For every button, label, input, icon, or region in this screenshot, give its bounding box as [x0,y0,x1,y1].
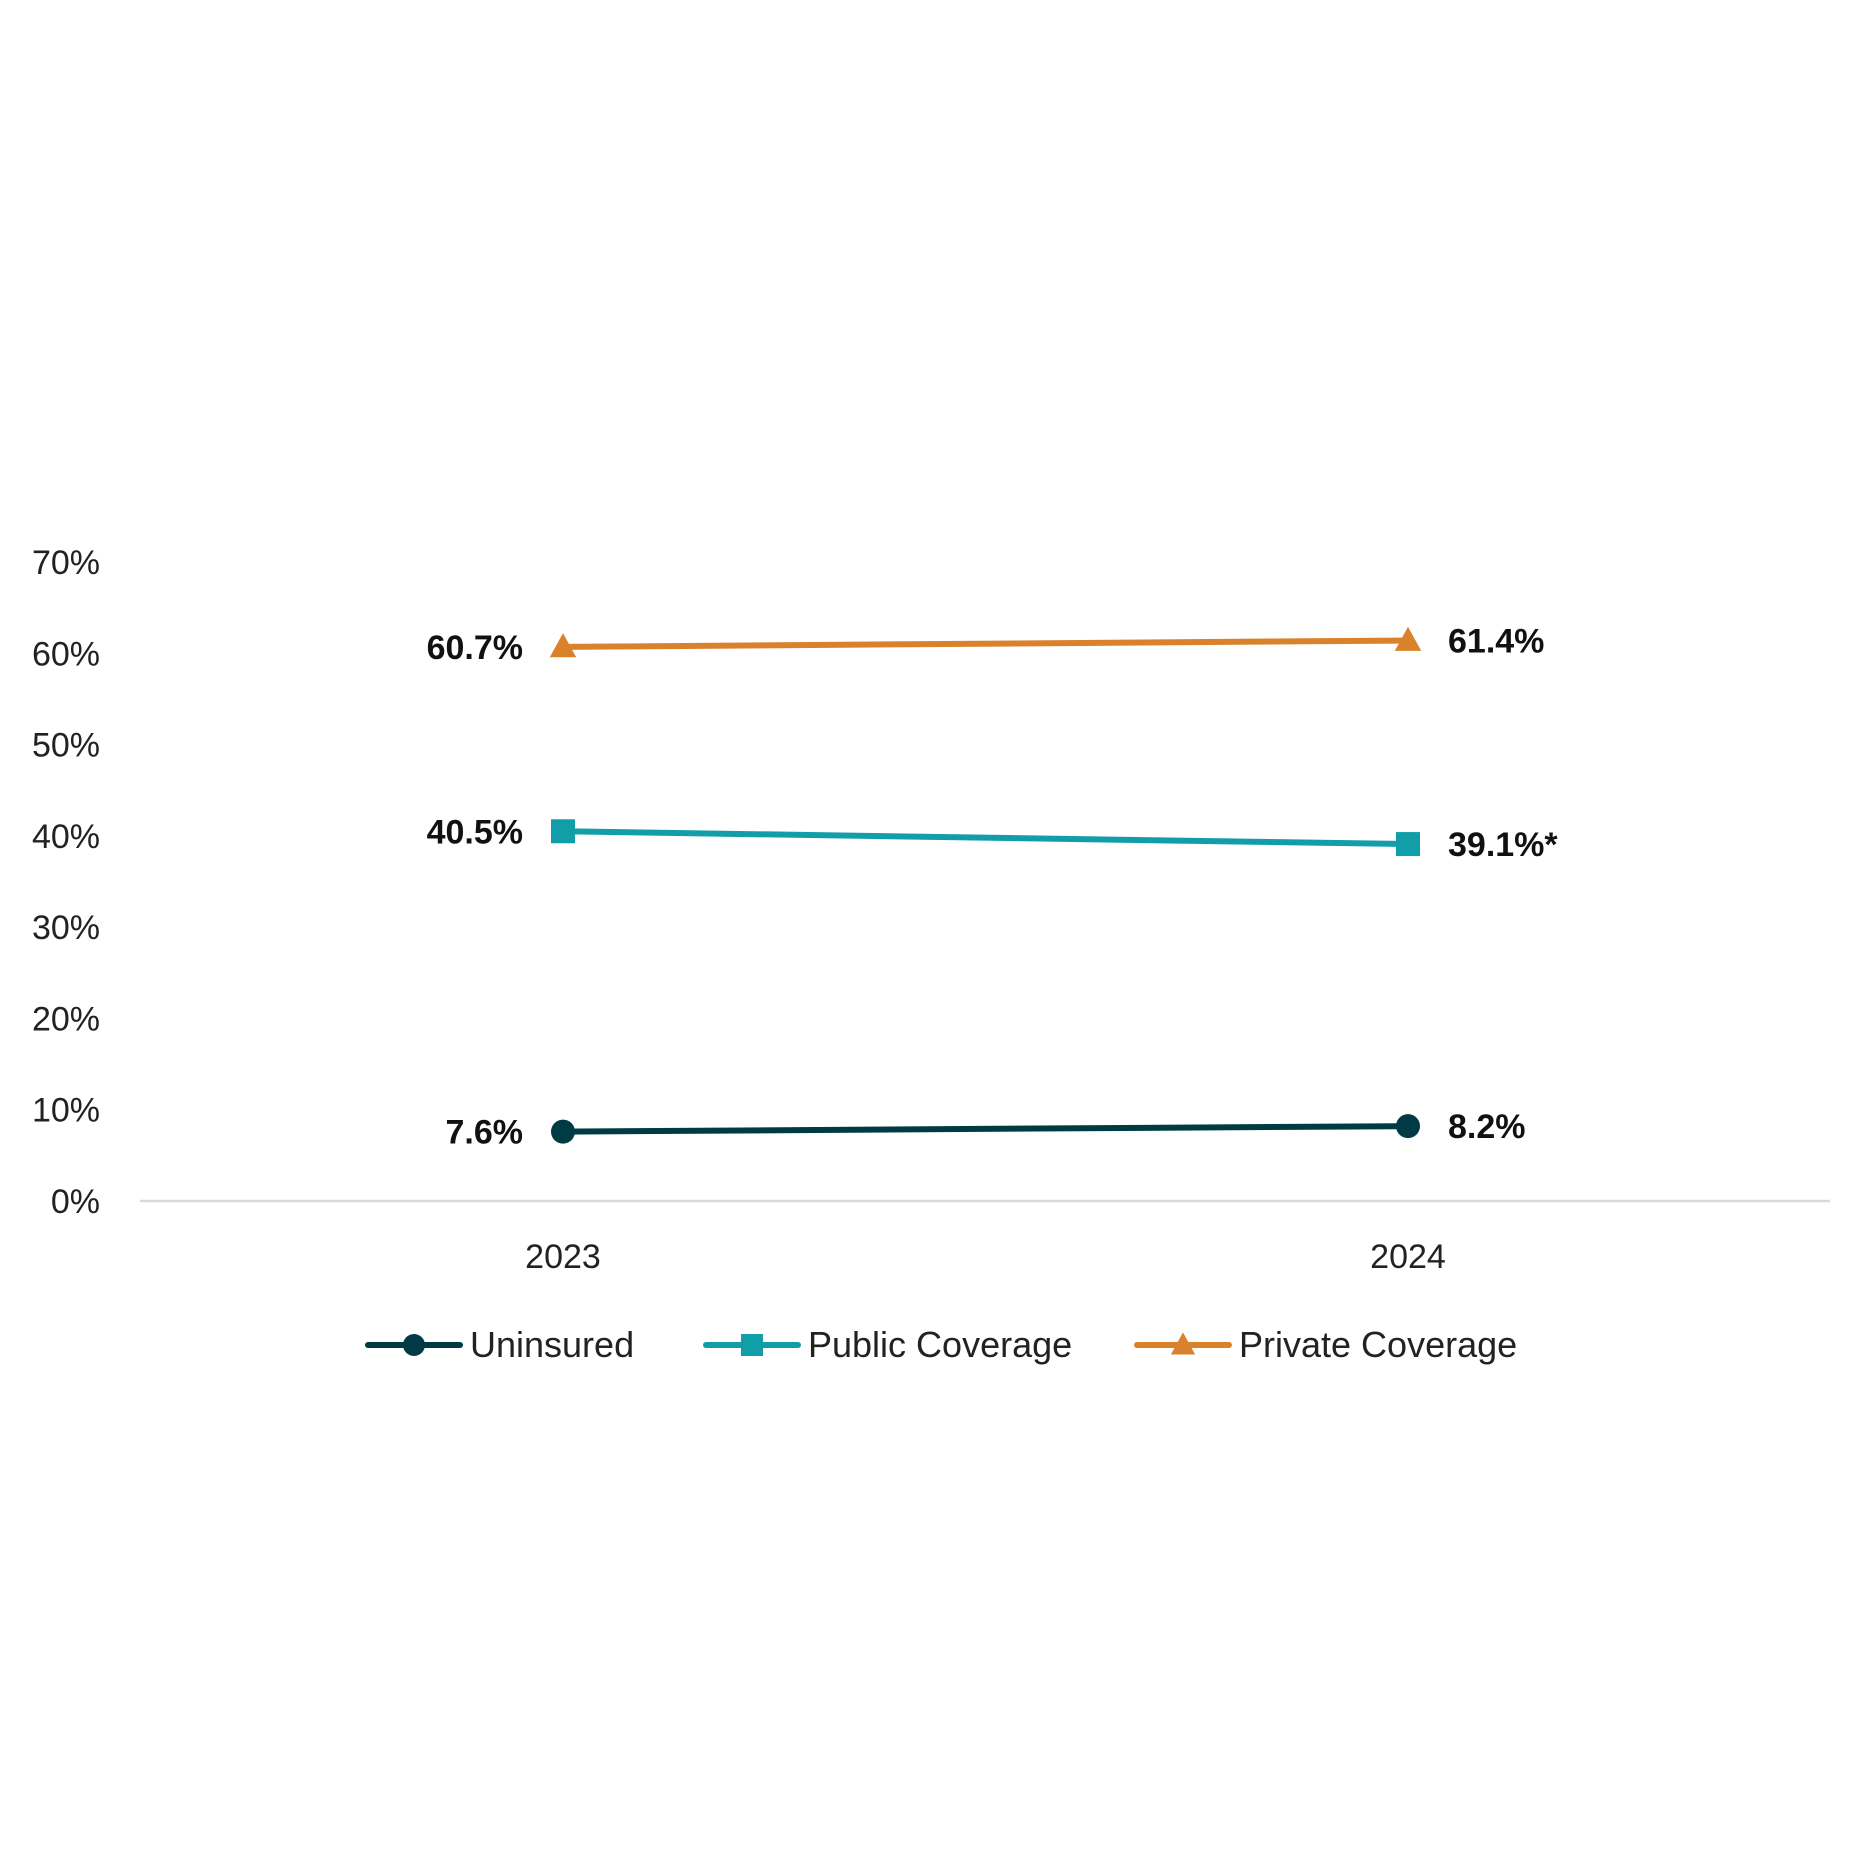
y-tick-label: 50% [32,727,100,765]
data-label-private-coverage: 60.7% [427,629,523,667]
legend-item-uninsured: Uninsured [365,1324,634,1365]
legend-item-public-coverage: Public Coverage [703,1324,1072,1365]
data-labels: 7.6% 8.2% 40.5% 39.1%* 60.7% 61.4% [427,623,1559,1152]
y-tick-label: 20% [32,1000,100,1038]
series-private-coverage [549,626,1422,658]
legend: Uninsured Public Coverage Private Coverage [365,1324,1517,1365]
legend-label-uninsured: Uninsured [470,1324,634,1365]
y-tick-label: 60% [32,635,100,673]
legend-marker-private-coverage [1170,1332,1196,1355]
data-label-private-coverage: 61.4% [1448,623,1544,661]
y-tick-label: 40% [32,818,100,856]
series-line-uninsured [560,1123,1411,1135]
data-point-public-coverage [551,819,575,844]
legend-marker-public-coverage [741,1334,763,1356]
x-tick-label: 2023 [525,1238,601,1276]
series-line-public-coverage [560,828,1411,848]
legend-label-public-coverage: Public Coverage [808,1324,1072,1365]
series-lines [549,626,1422,1144]
data-point-private-coverage [1394,626,1422,651]
y-tick-label: 30% [32,909,100,947]
data-point-private-coverage [549,633,577,658]
data-label-uninsured: 8.2% [1448,1108,1526,1146]
series-public-coverage [551,819,1420,857]
series-uninsured [551,1114,1420,1144]
x-axis: 2023 2024 [140,1199,1830,1276]
legend-label-private-coverage: Private Coverage [1239,1324,1517,1365]
x-tick-label: 2024 [1370,1238,1446,1276]
data-label-public-coverage: 39.1%* [1448,826,1558,864]
y-axis: 0% 10% 20% 30% 40% 50% 60% 70% [32,544,100,1221]
legend-item-private-coverage: Private Coverage [1134,1324,1517,1365]
legend-marker-uninsured [403,1334,425,1356]
data-point-uninsured [1396,1114,1420,1139]
data-point-uninsured [551,1119,575,1144]
y-tick-label: 70% [32,544,100,582]
series-line-private-coverage [560,637,1411,650]
data-point-public-coverage [1396,832,1420,857]
y-tick-label: 10% [32,1092,100,1130]
data-label-uninsured: 7.6% [446,1114,524,1152]
y-tick-label: 0% [51,1183,100,1221]
data-label-public-coverage: 40.5% [427,813,523,851]
